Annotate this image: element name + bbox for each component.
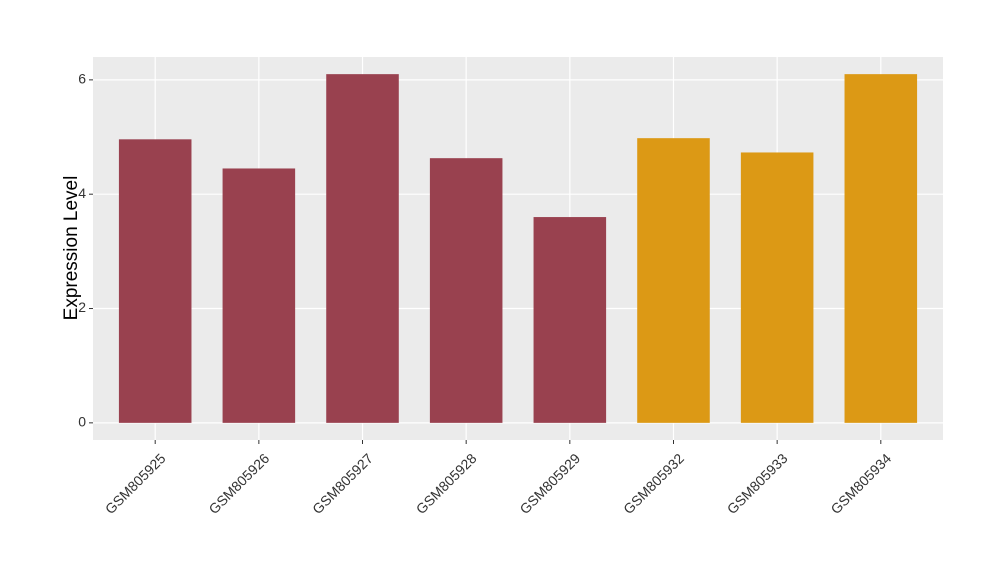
bar <box>118 139 192 423</box>
bar <box>222 168 296 423</box>
y-axis-title: Expression Level <box>61 176 82 321</box>
y-tick-label: 0 <box>78 414 86 430</box>
bar <box>429 158 503 423</box>
x-tick-label: GSM805928 <box>413 450 480 517</box>
bar <box>637 138 710 423</box>
y-tick-label: 6 <box>78 71 86 87</box>
bar <box>844 74 918 423</box>
bar <box>326 74 399 423</box>
bar <box>533 217 607 423</box>
x-tick-label: GSM805932 <box>620 450 687 517</box>
x-tick-label: GSM805929 <box>516 450 583 517</box>
plot-panel <box>93 57 943 440</box>
y-tick-label: 2 <box>78 299 86 315</box>
bar <box>740 152 814 423</box>
y-tick-label: 4 <box>78 185 86 201</box>
x-tick-label: GSM805934 <box>827 450 894 517</box>
x-tick-label: GSM805926 <box>205 450 272 517</box>
x-tick-label: GSM805933 <box>724 450 791 517</box>
x-tick-label: GSM805925 <box>102 450 169 517</box>
x-tick-label: GSM805927 <box>309 450 376 517</box>
